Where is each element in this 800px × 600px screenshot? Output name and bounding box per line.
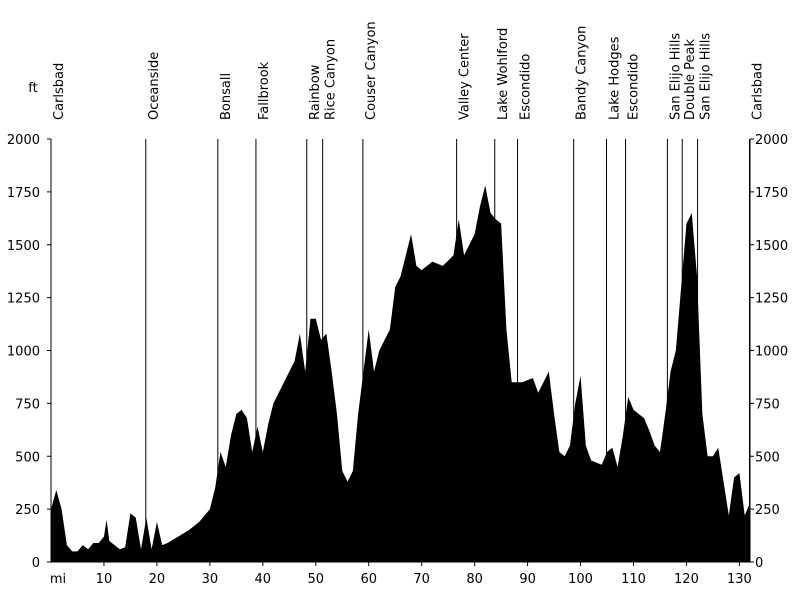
waypoint-label: Double Peak	[683, 38, 698, 120]
x-tick-label: 120	[674, 572, 699, 587]
waypoint-label: Escondido	[627, 54, 642, 120]
x-tick-label: 70	[413, 572, 430, 587]
y-tick-label: 500	[15, 450, 40, 465]
waypoint-label: Lake Hodges	[607, 36, 622, 120]
y-tick-label-right: 1250	[755, 292, 788, 307]
y-tick-label-right: 1000	[755, 345, 788, 360]
waypoint-label: Escondido	[519, 54, 534, 120]
y-tick-label-right: 500	[755, 450, 780, 465]
x-tick-label: 60	[360, 572, 377, 587]
waypoint-label: Lake Wohlford	[496, 28, 511, 120]
x-tick-label: 130	[727, 572, 752, 587]
x-tick-label: 80	[466, 572, 483, 587]
waypoint-label: Valley Center	[458, 33, 473, 120]
y-axis-label: ft	[28, 81, 37, 96]
x-tick-label: 20	[149, 572, 166, 587]
waypoint-label: Bonsall	[219, 73, 234, 120]
x-tick-label: 40	[255, 572, 272, 587]
y-tick-label-right: 0	[755, 556, 763, 571]
y-tick-label-right: 750	[755, 397, 780, 412]
x-tick-label: 110	[621, 572, 646, 587]
x-tick-label: 10	[96, 572, 113, 587]
y-tick-label: 750	[15, 397, 40, 412]
y-tick-label: 1250	[7, 292, 40, 307]
x-axis-label: mi	[50, 572, 66, 587]
waypoint-label: San Elijo Hills	[699, 33, 714, 120]
y-tick-label-right: 2000	[755, 133, 788, 148]
waypoint-label: San Elijo Hills	[668, 33, 683, 120]
y-tick-label: 0	[32, 556, 40, 571]
y-tick-label: 1500	[7, 239, 40, 254]
y-tick-label-right: 1500	[755, 239, 788, 254]
x-tick-label: 30	[202, 572, 219, 587]
elevation-area	[51, 185, 750, 562]
waypoint-label: Oceanside	[147, 52, 162, 120]
waypoint-label: Fallbrook	[257, 61, 272, 120]
y-tick-label: 250	[15, 503, 40, 518]
x-tick-label: 50	[307, 572, 324, 587]
y-tick-label: 1000	[7, 345, 40, 360]
y-tick-label: 2000	[7, 133, 40, 148]
x-tick-label: 90	[519, 572, 536, 587]
waypoint-label: Couser Canyon	[364, 21, 379, 120]
waypoint-label: Carlsbad	[52, 63, 67, 120]
y-tick-label: 1750	[7, 186, 40, 201]
waypoint-label: Rice Canyon	[324, 39, 339, 120]
y-tick-label-right: 250	[755, 503, 780, 518]
y-tick-label-right: 1750	[755, 186, 788, 201]
waypoint-label: Bandy Canyon	[575, 26, 590, 120]
x-tick-label: 100	[568, 572, 593, 587]
waypoint-label: Rainbow	[308, 64, 323, 120]
waypoint-label: Carlsbad	[750, 63, 765, 120]
